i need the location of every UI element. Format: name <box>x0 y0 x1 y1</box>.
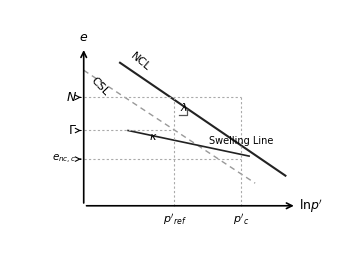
Text: ln$p'$: ln$p'$ <box>299 197 323 214</box>
Text: $p'_c$: $p'_c$ <box>233 212 249 227</box>
Text: $p'_{ref}$: $p'_{ref}$ <box>162 212 186 227</box>
Text: $\Gamma$: $\Gamma$ <box>68 124 77 137</box>
Text: CSL: CSL <box>89 75 111 98</box>
Text: $\lambda$: $\lambda$ <box>180 101 187 113</box>
Text: NCL: NCL <box>128 51 152 73</box>
Text: $e_{nc,c}$: $e_{nc,c}$ <box>52 153 77 166</box>
Text: $\kappa$: $\kappa$ <box>149 132 158 141</box>
Text: $e$: $e$ <box>79 31 88 44</box>
Text: $N$: $N$ <box>66 91 77 104</box>
Text: Swelling Line: Swelling Line <box>209 135 273 146</box>
